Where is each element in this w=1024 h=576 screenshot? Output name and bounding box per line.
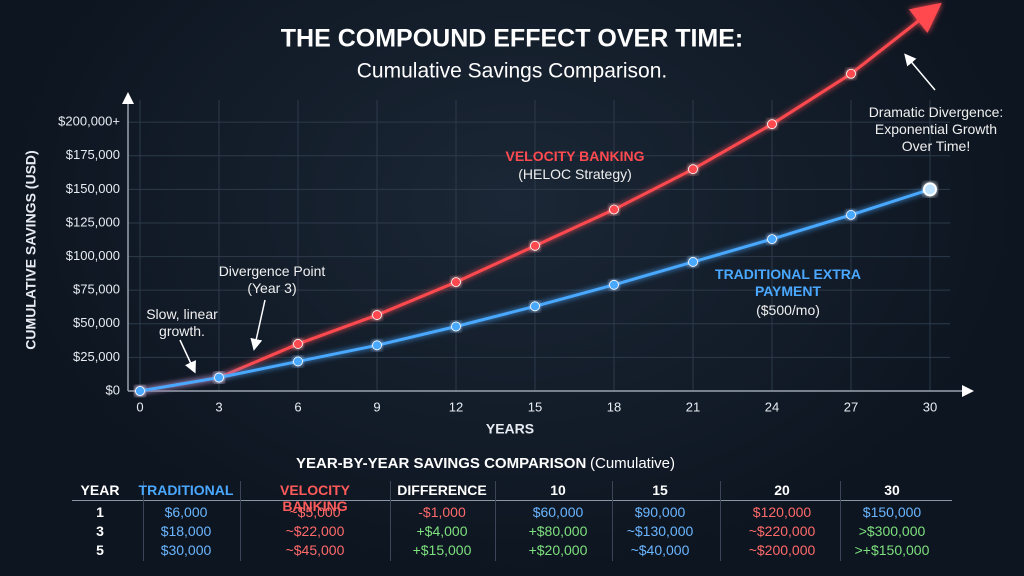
chart-subtitle: Cumulative Savings Comparison. <box>357 60 667 83</box>
series-label: TRADITIONAL EXTRA PAYMENT <box>715 266 861 299</box>
chart: THE COMPOUND EFFECT OVER TIME: Cumulativ… <box>23 2 974 437</box>
table-cell: ~$5,000 <box>289 504 341 520</box>
table-separator <box>612 481 613 561</box>
table-cell: +$15,000 <box>412 542 472 558</box>
table-rule <box>72 500 952 501</box>
x-tick-label: 9 <box>373 399 380 414</box>
table-separator <box>840 481 841 561</box>
data-point <box>372 340 382 351</box>
table-header: VELOCITY BANKING <box>279 482 350 514</box>
data-point <box>923 182 937 197</box>
annotation-arrow <box>179 339 196 374</box>
table-separator <box>390 481 391 561</box>
data-point <box>688 164 698 175</box>
data-point <box>609 279 619 290</box>
table-cell: $120,000 <box>752 504 812 520</box>
table-cell: $30,000 <box>160 542 212 558</box>
y-tick-label: $150,000 <box>66 181 120 196</box>
table-cell: 5 <box>96 542 104 558</box>
table-header: 20 <box>774 482 790 498</box>
table-separator <box>143 481 144 561</box>
x-tick-label: 15 <box>528 399 542 414</box>
data-point <box>530 301 540 312</box>
table-title-note: (Cumulative) <box>590 455 676 472</box>
y-tick-label: $50,000 <box>73 315 120 330</box>
table-cell: >+$150,000 <box>854 542 930 558</box>
series-label: VELOCITY BANKING <box>505 148 645 164</box>
grid <box>128 100 950 392</box>
data-point <box>609 204 619 215</box>
annotation: Divergence Point (Year 3) <box>218 263 326 296</box>
y-tick-label: $0 <box>106 382 120 397</box>
x-tick-label: 3 <box>215 399 222 414</box>
y-tick-label: $100,000 <box>66 248 120 263</box>
annotation: Dramatic Divergence: Exponential Growth … <box>868 104 1004 154</box>
x-tick-label: 21 <box>686 399 700 414</box>
table-title: YEAR-BY-YEAR SAVINGS COMPARISON <box>296 455 587 472</box>
y-axis-label: CUMULATIVE SAVINGS (USD) <box>23 150 39 349</box>
x-tick-label: 24 <box>765 399 779 414</box>
table-cell: ~$45,000 <box>285 542 345 558</box>
data-point <box>767 119 777 130</box>
table-cell: $90,000 <box>634 504 686 520</box>
series-note: ($500/mo) <box>756 302 820 318</box>
data-point <box>846 210 856 220</box>
data-point <box>688 257 698 267</box>
y-tick-label: $25,000 <box>73 349 120 364</box>
table-cell: $6,000 <box>164 504 208 520</box>
table-cell: ~$22,000 <box>285 523 345 539</box>
data-point <box>451 321 461 332</box>
x-tick-label: 6 <box>294 399 301 414</box>
table-header: 10 <box>550 482 566 498</box>
table-header: YEAR <box>80 482 120 498</box>
y-tick-label: $175,000 <box>66 147 120 162</box>
data-point <box>214 372 224 383</box>
chart-title: THE COMPOUND EFFECT OVER TIME: <box>281 25 744 53</box>
table-cell: ~$200,000 <box>748 542 816 558</box>
series-note: (HELOC Strategy) <box>518 166 632 182</box>
x-tick-label: 30 <box>923 399 937 414</box>
data-point <box>767 234 777 245</box>
data-point <box>846 68 856 79</box>
table-cell: -$1,000 <box>418 504 466 520</box>
data-point <box>372 310 382 320</box>
table-cell: +$4,000 <box>416 523 468 539</box>
table-header: DIFFERENCE <box>397 482 487 498</box>
y-tick-label: $200,000+ <box>58 114 120 129</box>
table-cell: +$80,000 <box>528 523 588 539</box>
table-header: TRADITIONAL <box>138 482 234 498</box>
table-cell: 3 <box>96 523 104 539</box>
x-tick-label: 0 <box>136 399 143 414</box>
annotation-arrow <box>904 53 936 91</box>
table-header: 15 <box>652 482 668 498</box>
table-separator <box>495 481 496 561</box>
table-cell: ~$220,000 <box>748 523 816 539</box>
table-cell: ~$130,000 <box>626 523 694 539</box>
table-separator <box>720 481 721 561</box>
table-cell: $60,000 <box>532 504 584 520</box>
x-axis-label: YEARS <box>486 421 534 437</box>
data-point <box>293 339 303 349</box>
data-point <box>293 356 303 367</box>
table-cell: 1 <box>96 504 104 520</box>
table-cell: +$20,000 <box>528 542 588 558</box>
x-tick-label: 18 <box>607 399 621 414</box>
table-cell: $18,000 <box>160 523 212 539</box>
x-tick-label: 12 <box>449 399 463 414</box>
table-cell: ~$40,000 <box>630 542 690 558</box>
table-cell: >$300,000 <box>858 523 926 539</box>
y-tick-label: $75,000 <box>73 282 120 297</box>
table-separator <box>240 481 241 561</box>
data-point <box>530 240 540 251</box>
annotation: Slow, linear growth. <box>146 306 218 339</box>
data-point <box>135 386 145 396</box>
table-cell: $150,000 <box>862 504 922 520</box>
annotation-arrow <box>250 299 266 351</box>
x-tick-label: 27 <box>844 399 858 414</box>
table-header: 30 <box>884 482 900 498</box>
y-tick-label: $125,000 <box>66 214 120 229</box>
data-point <box>451 277 461 288</box>
